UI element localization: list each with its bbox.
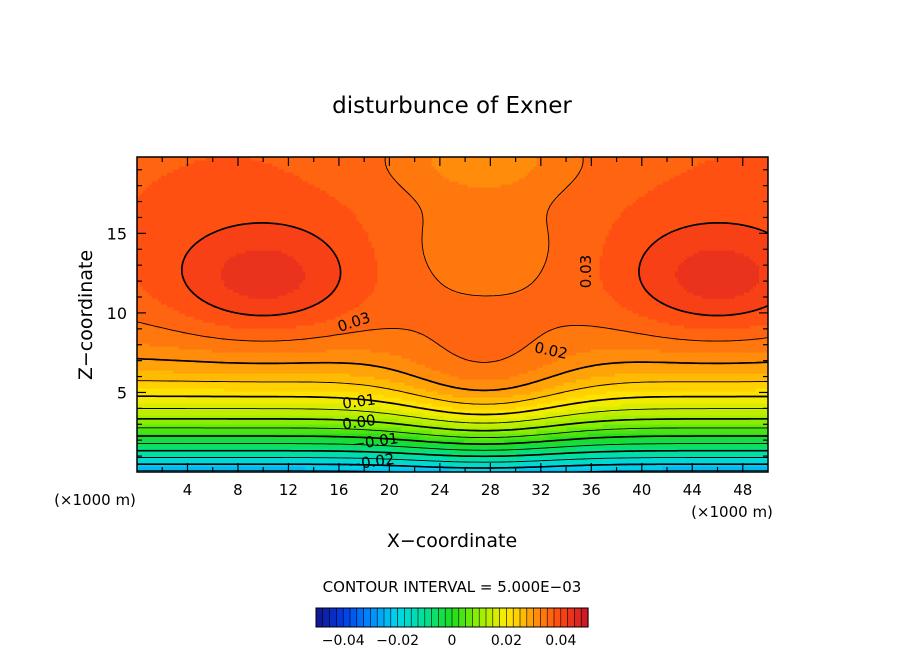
x-tick-label: 48 [733,481,752,499]
colorbar-segment [398,608,405,627]
colorbar-segment [323,608,330,627]
colorbar-segment [479,608,486,627]
x-tick-label: 12 [279,481,298,499]
x-tick-label: 40 [632,481,651,499]
x-tick-label: 8 [233,481,243,499]
colorbar-segment [330,608,337,627]
colorbar-segment [540,608,547,627]
colorbar-segment [486,608,493,627]
colorbar-segment [534,608,541,627]
colorbar-tick-label: −0.02 [376,633,419,649]
colorbar-segment [370,608,377,627]
colorbar-segment [445,608,452,627]
colorbar [316,608,588,627]
colorbar-segment [513,608,520,627]
colorbar-segment [343,608,350,627]
colorbar-segment [520,608,527,627]
colorbar-segment [384,608,391,627]
colorbar-segment [527,608,534,627]
colorbar-tick-label: 0 [448,633,457,649]
colorbar-segment [459,608,466,627]
x-tick-label: 16 [329,481,348,499]
colorbar-segment [336,608,343,627]
x-tick-label: 20 [380,481,399,499]
x-tick-label: 28 [481,481,500,499]
colorbar-segment [500,608,507,627]
colorbar-segment [452,608,459,627]
x-axis-label: X−coordinate [387,530,517,552]
x-tick-label: 4 [183,481,193,499]
colorbar-segment [425,608,432,627]
colorbar-segment [418,608,425,627]
colorbar-segment [316,608,323,627]
colorbar-tick-label: 0.02 [491,633,522,649]
colorbar-segment [574,608,581,627]
x-tick-label: 24 [430,481,449,499]
colorbar-segment [432,608,439,627]
colorbar-segment [357,608,364,627]
colorbar-segment [568,608,575,627]
colorbar-segment [466,608,473,627]
colorbar-segment [350,608,357,627]
x-tick-label: 44 [683,481,702,499]
colorbar-segment [438,608,445,627]
contour-interval-text: CONTOUR INTERVAL = 5.000E−03 [323,578,582,596]
x-unit-right: (×1000 m) [691,503,773,521]
colorbar-tick-labels: −0.04 −0.02 0 0.02 0.04 [322,633,577,649]
x-tick-label: 36 [582,481,601,499]
colorbar-segment [404,608,411,627]
y-axis-label: Z−coordinate [75,250,97,380]
colorbar-tick-label: 0.04 [545,633,576,649]
chart-title: disturbunce of Exner [332,93,572,119]
colorbar-segment [581,608,588,627]
colorbar-segment [377,608,384,627]
colorbar-segment [364,608,371,627]
contour-label: 0.03 [577,255,595,288]
colorbar-segment [411,608,418,627]
colorbar-segment [493,608,500,627]
colorbar-segment [554,608,561,627]
exner-contour-figure: disturbunce of Exner 0.030.030.020.010.0… [0,0,904,654]
colorbar-segment [547,608,554,627]
colorbar-segment [561,608,568,627]
x-tick-label: 32 [531,481,550,499]
colorbar-segment [506,608,513,627]
y-tick-label: 15 [107,224,127,243]
contour-fill [137,157,769,473]
colorbar-segment [472,608,479,627]
colorbar-tick-label: −0.04 [322,633,365,649]
x-unit-left: (×1000 m) [54,491,136,509]
colorbar-segment [391,608,398,627]
y-tick-label: 10 [107,304,127,323]
y-tick-label: 5 [117,383,127,402]
